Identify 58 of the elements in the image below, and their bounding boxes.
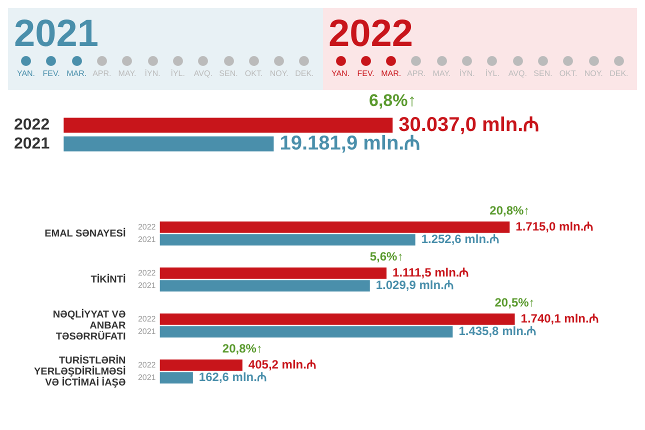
category-label: APR.: [92, 69, 112, 78]
series-label: 2022: [138, 222, 156, 232]
text: 2022: [138, 314, 156, 324]
bar: [160, 234, 416, 246]
bar: [160, 313, 515, 325]
category-label: OKT.: [244, 69, 263, 78]
y-tick-label: TİKİNTİ: [90, 273, 126, 286]
category-label: DEK.: [295, 69, 314, 78]
category-label: APR.: [407, 69, 426, 78]
annotation: 5,6%↑: [370, 249, 404, 264]
category-label: SEN.: [534, 69, 552, 78]
y-tick-label: TURİSTLƏRİN YERLƏŞDİRİLMƏSİ VƏ İCTİMAİ İAŞƏ: [34, 354, 126, 388]
y-tick-label: NƏQLİYYAT VƏ ANBAR TƏSƏRRÜFATI: [52, 308, 127, 342]
annotation: 20,5%↑: [494, 295, 535, 310]
category-label: MAY.: [118, 69, 136, 78]
text: 2021: [138, 373, 156, 382]
text: 2021: [138, 281, 156, 290]
data-label: 405,2 mln.₼: [248, 357, 316, 372]
text: 2022: [138, 360, 156, 370]
data-label: 1.029,9 mln.₼: [376, 278, 454, 292]
category-label: AVQ.: [508, 69, 527, 78]
annotation: 20,8%↑: [490, 203, 530, 218]
annotation: 6,8%↑: [369, 90, 416, 110]
bar: [160, 221, 510, 233]
data-label: 1.111,5 mln.₼: [392, 265, 470, 280]
data-label: 162,6 mln.₼: [198, 370, 267, 384]
category-label: İYL.: [485, 69, 500, 78]
category-label: DEK.: [610, 69, 628, 78]
data-label: 1.715,0 mln.₼: [516, 219, 594, 234]
text: 2021: [138, 327, 156, 336]
category-label: FEV.: [357, 69, 374, 78]
text: 2022: [328, 12, 414, 56]
category-label: YAN.: [331, 69, 350, 78]
category-label: İYL.: [170, 69, 185, 78]
y-tick-label: EMAL SƏNAYESİ: [44, 227, 126, 240]
category-label: FEV.: [42, 69, 60, 78]
category-label: AVQ.: [194, 69, 212, 78]
bar: [160, 326, 453, 338]
series-label: 2021: [138, 235, 156, 244]
category-label: NOY.: [584, 69, 603, 78]
category-label: SEN.: [219, 69, 238, 78]
category-label: İYN.: [144, 69, 160, 78]
category-label: MAR.: [66, 69, 87, 78]
bar: [160, 372, 193, 384]
bar: [160, 359, 242, 371]
category-label: İYN.: [459, 69, 475, 78]
annotation: 20,8%↑: [222, 341, 262, 356]
category-label: OKT.: [559, 69, 578, 78]
category-label: MAR.: [381, 69, 402, 78]
bar: [160, 267, 387, 279]
data-label: 1.435,8 mln.₼: [458, 324, 537, 338]
bar: [160, 280, 370, 292]
data-label: 1.252,6 mln.₼: [421, 232, 500, 246]
category-label: MAY.: [432, 69, 451, 78]
data-label: 1.740,1 mln.₼: [520, 311, 599, 326]
category-label: YAN.: [16, 69, 36, 78]
category-label: NOY.: [270, 69, 288, 78]
text: 2022: [138, 268, 156, 278]
